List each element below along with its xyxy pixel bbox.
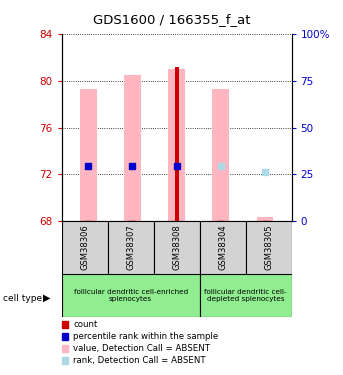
Bar [124, 75, 141, 221]
Bar [62, 274, 200, 317]
Bar [62, 321, 68, 328]
Text: GSM38307: GSM38307 [126, 225, 135, 270]
Text: GDS1600 / 166355_f_at: GDS1600 / 166355_f_at [93, 13, 250, 26]
Bar [62, 221, 108, 274]
Text: GSM38304: GSM38304 [218, 225, 227, 270]
Bar [80, 89, 97, 221]
Text: GSM38306: GSM38306 [80, 225, 89, 270]
Bar [200, 274, 292, 317]
Text: value, Detection Call = ABSENT: value, Detection Call = ABSENT [73, 344, 210, 353]
Bar [257, 216, 273, 221]
Bar [212, 89, 229, 221]
Text: GSM38305: GSM38305 [264, 225, 273, 270]
Text: follicular dendritic cell-
depleted splenocytes: follicular dendritic cell- depleted sple… [204, 289, 287, 302]
Bar [154, 221, 200, 274]
Text: percentile rank within the sample: percentile rank within the sample [73, 332, 218, 341]
Bar [200, 221, 246, 274]
Bar [168, 69, 185, 221]
Bar [62, 333, 68, 340]
Text: count: count [73, 320, 97, 329]
Text: cell type: cell type [3, 294, 43, 303]
Bar [175, 67, 179, 221]
Text: GSM38308: GSM38308 [172, 225, 181, 270]
Bar [246, 221, 292, 274]
Bar [62, 345, 68, 352]
Text: follicular dendritic cell-enriched
splenocytes: follicular dendritic cell-enriched splen… [73, 289, 188, 302]
Text: rank, Detection Call = ABSENT: rank, Detection Call = ABSENT [73, 356, 206, 365]
Bar [108, 221, 154, 274]
Bar [62, 357, 68, 364]
Text: ▶: ▶ [43, 293, 50, 303]
